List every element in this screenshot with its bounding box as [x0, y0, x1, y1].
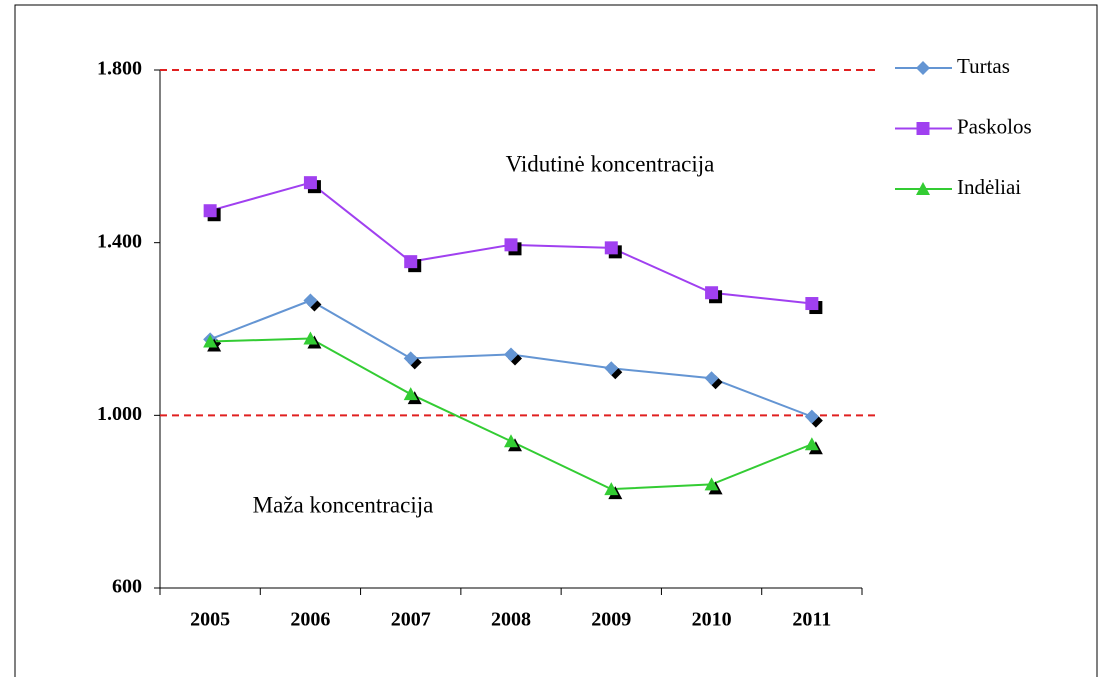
- marker: [403, 351, 418, 366]
- point: [203, 334, 222, 352]
- point: [604, 482, 623, 500]
- annotation: Maža koncentracija: [253, 492, 434, 517]
- marker: [303, 176, 317, 190]
- marker: [804, 437, 819, 451]
- legend-label: Indėliai: [957, 175, 1021, 199]
- marker: [504, 434, 518, 448]
- point: [303, 331, 322, 349]
- marker: [504, 238, 518, 252]
- point: [403, 351, 422, 370]
- point: [203, 204, 221, 222]
- x-tick-label: 2008: [491, 609, 531, 631]
- y-tick-label: 1.000: [97, 403, 142, 425]
- legend-marker: [916, 61, 930, 75]
- legend-marker: [916, 122, 930, 135]
- legend-label: Turtas: [957, 54, 1010, 78]
- point: [705, 286, 723, 304]
- marker: [303, 331, 318, 345]
- point: [303, 176, 321, 194]
- point: [804, 437, 823, 455]
- point: [404, 255, 422, 273]
- marker: [804, 409, 819, 424]
- marker: [604, 482, 619, 496]
- point: [805, 297, 823, 315]
- x-tick-label: 2005: [190, 609, 230, 631]
- y-tick-label: 1.800: [97, 58, 142, 80]
- point: [504, 238, 522, 256]
- marker: [805, 297, 819, 311]
- marker: [404, 255, 418, 269]
- point: [704, 477, 723, 495]
- x-tick-label: 2006: [290, 609, 330, 631]
- marker: [705, 286, 719, 300]
- point: [804, 409, 823, 428]
- x-tick-label: 2007: [391, 609, 431, 631]
- marker: [704, 477, 719, 491]
- point: [504, 434, 522, 452]
- x-tick-label: 2010: [692, 609, 732, 631]
- marker: [604, 241, 618, 255]
- chart-frame: [14, 4, 1098, 682]
- point: [403, 387, 422, 405]
- legend-marker: [916, 182, 930, 195]
- annotation: Vidutinė koncentracija: [506, 151, 715, 176]
- x-tick-label: 2011: [792, 609, 831, 631]
- marker: [303, 293, 318, 308]
- marker: [403, 387, 418, 401]
- point: [604, 241, 622, 259]
- marker: [203, 334, 218, 348]
- marker: [604, 361, 619, 376]
- x-tick-label: 2009: [591, 609, 631, 631]
- point: [303, 293, 322, 312]
- y-tick-label: 600: [112, 576, 142, 598]
- marker: [704, 371, 719, 386]
- point: [704, 371, 723, 390]
- point: [604, 361, 623, 380]
- y-tick-label: 1.400: [97, 230, 142, 252]
- marker: [504, 347, 518, 362]
- marker: [203, 204, 217, 218]
- legend-label: Paskolos: [957, 114, 1032, 138]
- point: [504, 347, 522, 366]
